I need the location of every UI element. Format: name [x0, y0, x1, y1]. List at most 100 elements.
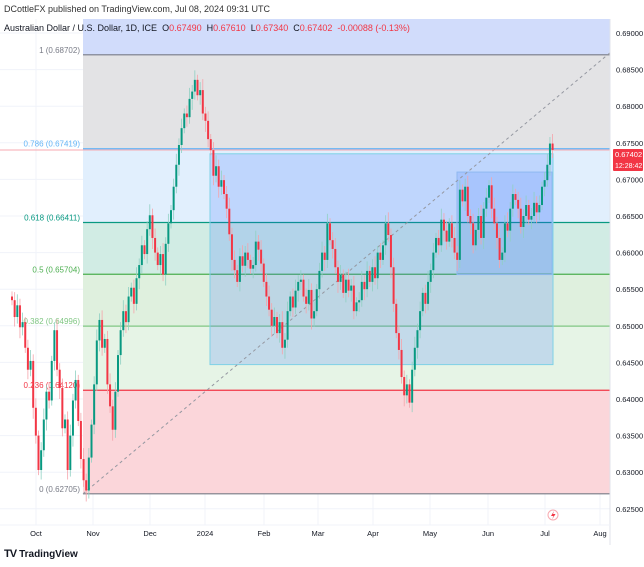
candle — [69, 424, 72, 477]
candle — [509, 202, 512, 242]
fib-band — [83, 390, 610, 494]
candle-body — [352, 285, 355, 312]
candle — [77, 374, 80, 427]
candle — [56, 319, 59, 377]
candle-body — [74, 379, 77, 401]
candle-body — [244, 252, 247, 266]
candle-body — [201, 90, 204, 114]
candle-body — [355, 302, 358, 312]
candle — [156, 247, 159, 271]
candle — [132, 279, 135, 314]
candle-body — [191, 91, 194, 99]
candle — [525, 195, 528, 225]
candle-body — [350, 285, 353, 291]
candle — [246, 243, 249, 268]
candle — [480, 205, 483, 245]
candle-body — [368, 270, 371, 282]
candle — [180, 118, 183, 154]
candle — [416, 323, 419, 359]
candle — [252, 256, 255, 279]
candle-body — [488, 185, 490, 198]
time-tick-label: Dec — [143, 529, 157, 538]
brand-name: TradingView — [19, 548, 78, 560]
candle-body — [220, 180, 223, 187]
candle-body — [305, 296, 308, 304]
candle — [464, 178, 467, 211]
high-label: H — [206, 23, 214, 33]
candle-body — [233, 259, 236, 271]
candle-body — [79, 420, 82, 460]
candle — [138, 258, 141, 290]
candle-body — [326, 223, 329, 260]
candle — [297, 275, 300, 302]
candle-body — [442, 219, 445, 231]
candle — [493, 197, 496, 230]
range-rectangle — [209, 153, 554, 366]
candle — [424, 284, 427, 314]
tradingview-logo[interactable]: TV TradingView — [4, 548, 78, 560]
candle-body — [294, 290, 297, 308]
open-label: O — [162, 23, 170, 33]
candle — [543, 172, 546, 197]
candle — [87, 448, 90, 499]
candle-body — [69, 435, 72, 471]
candle — [265, 273, 268, 307]
candle — [257, 235, 260, 261]
candle — [71, 393, 74, 447]
candle — [376, 246, 379, 290]
candle-body — [34, 407, 37, 436]
time-tick-label: 2024 — [197, 529, 214, 538]
candle — [159, 246, 162, 275]
symbol-title[interactable]: Australian Dollar / U.S. Dollar, 1D, ICE — [4, 23, 158, 33]
candle — [488, 180, 490, 203]
candle-body — [188, 98, 191, 118]
candle-body — [58, 369, 61, 389]
candle — [109, 373, 112, 413]
candle — [371, 259, 374, 292]
candle-body — [265, 281, 268, 297]
candle — [175, 153, 178, 194]
candle-body — [302, 279, 305, 297]
candle — [151, 208, 154, 249]
candle-body — [143, 245, 146, 255]
candle — [313, 301, 316, 327]
candle — [352, 276, 355, 320]
candle-body — [66, 419, 69, 471]
candle — [506, 212, 509, 238]
candle-body — [42, 419, 45, 451]
candle-body — [146, 229, 149, 255]
candle — [278, 314, 281, 343]
candle — [469, 209, 472, 235]
candle — [395, 298, 398, 339]
candle-body — [358, 300, 361, 303]
candle — [466, 175, 469, 223]
candle — [384, 215, 387, 255]
candle-body — [32, 360, 35, 408]
candle-body — [268, 296, 271, 310]
candle — [358, 292, 361, 312]
dividend-event-icon[interactable] — [547, 509, 559, 521]
candle-body — [477, 216, 480, 230]
candle — [254, 230, 257, 272]
candle-body — [474, 229, 477, 246]
candle — [34, 398, 37, 444]
candle-body — [61, 388, 64, 429]
candle — [477, 207, 480, 240]
candle — [448, 218, 451, 247]
candle-body — [347, 279, 350, 291]
candle — [421, 287, 424, 317]
candle-body — [307, 289, 310, 304]
candle-body — [331, 240, 334, 249]
candle-body — [132, 287, 135, 304]
candle — [435, 232, 437, 258]
candle — [368, 265, 371, 288]
candle-body — [64, 419, 66, 429]
fib-level-label: 0.5 (0.65704) — [32, 265, 80, 274]
candle-body — [183, 113, 186, 129]
candle — [167, 213, 170, 252]
candle — [50, 355, 53, 406]
candle-body — [456, 252, 459, 260]
candle-body — [241, 256, 244, 266]
candle — [201, 79, 204, 121]
